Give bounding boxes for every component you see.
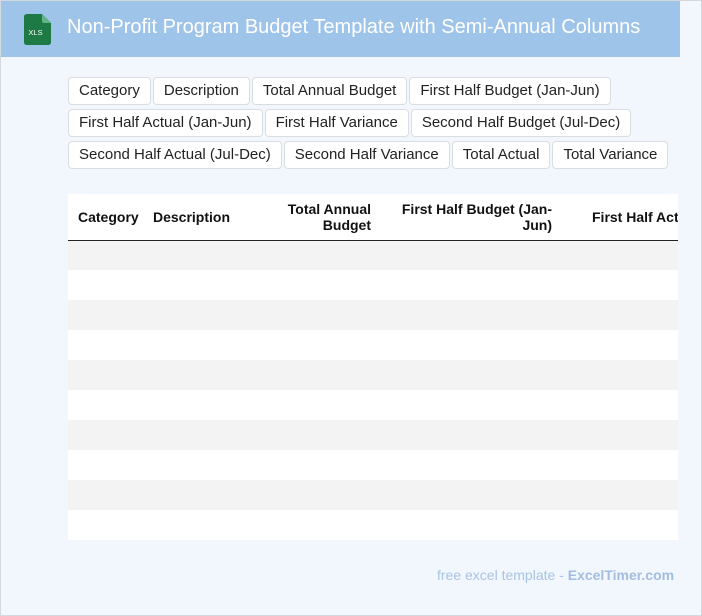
table-cell[interactable] (253, 240, 381, 270)
table-cell[interactable] (381, 450, 562, 480)
table-cell[interactable] (68, 330, 143, 360)
table-cell[interactable] (562, 480, 678, 510)
table-cell[interactable] (143, 420, 253, 450)
table-cell[interactable] (143, 450, 253, 480)
chip-description[interactable]: Description (152, 77, 250, 105)
footer-brand-link[interactable]: ExcelTimer.com (567, 567, 675, 583)
page-title: Non-Profit Program Budget Template with … (67, 16, 641, 38)
chip-second-half-actual[interactable]: Second Half Actual (Jul-Dec) (68, 141, 282, 169)
table-cell[interactable] (381, 390, 562, 420)
table-cell[interactable] (253, 480, 381, 510)
table-cell[interactable] (381, 510, 562, 540)
content-area: Category Description Total Annual Budget… (1, 57, 680, 615)
table-row (68, 330, 678, 360)
header-first-half-budget[interactable]: First Half Budget (Jan-Jun) (381, 194, 562, 241)
table-cell[interactable] (143, 270, 253, 300)
table-cell[interactable] (381, 330, 562, 360)
table-cell[interactable] (68, 360, 143, 390)
budget-table: Category Description Total Annual Budget… (68, 194, 678, 540)
chip-total-actual[interactable]: Total Actual (451, 141, 551, 169)
table-cell[interactable] (381, 420, 562, 450)
column-chip-list: Category Description Total Annual Budget… (68, 77, 678, 169)
table-cell[interactable] (253, 360, 381, 390)
table-cell[interactable] (381, 240, 562, 270)
chip-total-annual-budget[interactable]: Total Annual Budget (251, 77, 408, 105)
chip-total-variance[interactable]: Total Variance (552, 141, 669, 169)
table-cell[interactable] (562, 390, 678, 420)
table-row (68, 390, 678, 420)
table-row (68, 510, 678, 540)
table-cell[interactable] (562, 240, 678, 270)
table-cell[interactable] (143, 480, 253, 510)
svg-text:XLS: XLS (28, 28, 42, 37)
table-cell[interactable] (68, 300, 143, 330)
table-cell[interactable] (68, 420, 143, 450)
table-cell[interactable] (143, 360, 253, 390)
chip-second-half-budget[interactable]: Second Half Budget (Jul-Dec) (410, 109, 632, 137)
table-cell[interactable] (253, 270, 381, 300)
chip-first-half-actual[interactable]: First Half Actual (Jan-Jun) (68, 109, 263, 137)
table-cell[interactable] (143, 510, 253, 540)
table-cell[interactable] (253, 330, 381, 360)
table-cell[interactable] (68, 450, 143, 480)
table-header-row: Category Description Total Annual Budget… (68, 194, 678, 241)
table-cell[interactable] (562, 330, 678, 360)
right-margin (680, 1, 701, 615)
table-cell[interactable] (253, 390, 381, 420)
header-category[interactable]: Category (68, 194, 143, 241)
table-cell[interactable] (562, 420, 678, 450)
table-cell[interactable] (68, 480, 143, 510)
footer-credit: free excel template - ExcelTimer.com (437, 567, 674, 583)
chip-second-half-variance[interactable]: Second Half Variance (283, 141, 450, 169)
table-cell[interactable] (381, 360, 562, 390)
header-total-annual-budget[interactable]: Total Annual Budget (253, 194, 381, 241)
footer-prefix: free excel template - (437, 567, 568, 583)
table-cell[interactable] (562, 450, 678, 480)
table-row (68, 270, 678, 300)
table-cell[interactable] (253, 420, 381, 450)
table-cell[interactable] (562, 300, 678, 330)
table-cell[interactable] (253, 510, 381, 540)
table-cell[interactable] (143, 240, 253, 270)
table-cell[interactable] (562, 510, 678, 540)
table-row (68, 480, 678, 510)
table-row (68, 450, 678, 480)
table-cell[interactable] (381, 300, 562, 330)
table-cell[interactable] (381, 480, 562, 510)
budget-table-container[interactable]: Category Description Total Annual Budget… (68, 194, 678, 540)
page-header: XLS Non-Profit Program Budget Template w… (1, 1, 680, 57)
table-cell[interactable] (68, 270, 143, 300)
table-cell[interactable] (68, 390, 143, 420)
table-cell[interactable] (68, 510, 143, 540)
chip-first-half-variance[interactable]: First Half Variance (264, 109, 409, 137)
table-row (68, 300, 678, 330)
header-description[interactable]: Description (143, 194, 253, 241)
table-cell[interactable] (143, 330, 253, 360)
table-row (68, 240, 678, 270)
chip-first-half-budget[interactable]: First Half Budget (Jan-Jun) (409, 77, 611, 105)
table-cell[interactable] (381, 270, 562, 300)
table-cell[interactable] (143, 300, 253, 330)
excel-file-icon: XLS (24, 14, 51, 45)
table-cell[interactable] (562, 360, 678, 390)
table-cell[interactable] (253, 300, 381, 330)
header-first-half-actual[interactable]: First Half Actual (Jan-Jun) (562, 194, 678, 241)
chip-category[interactable]: Category (68, 77, 151, 105)
table-body (68, 240, 678, 540)
table-cell[interactable] (253, 450, 381, 480)
table-row (68, 420, 678, 450)
table-cell[interactable] (68, 240, 143, 270)
table-cell[interactable] (143, 390, 253, 420)
table-cell[interactable] (562, 270, 678, 300)
table-row (68, 360, 678, 390)
